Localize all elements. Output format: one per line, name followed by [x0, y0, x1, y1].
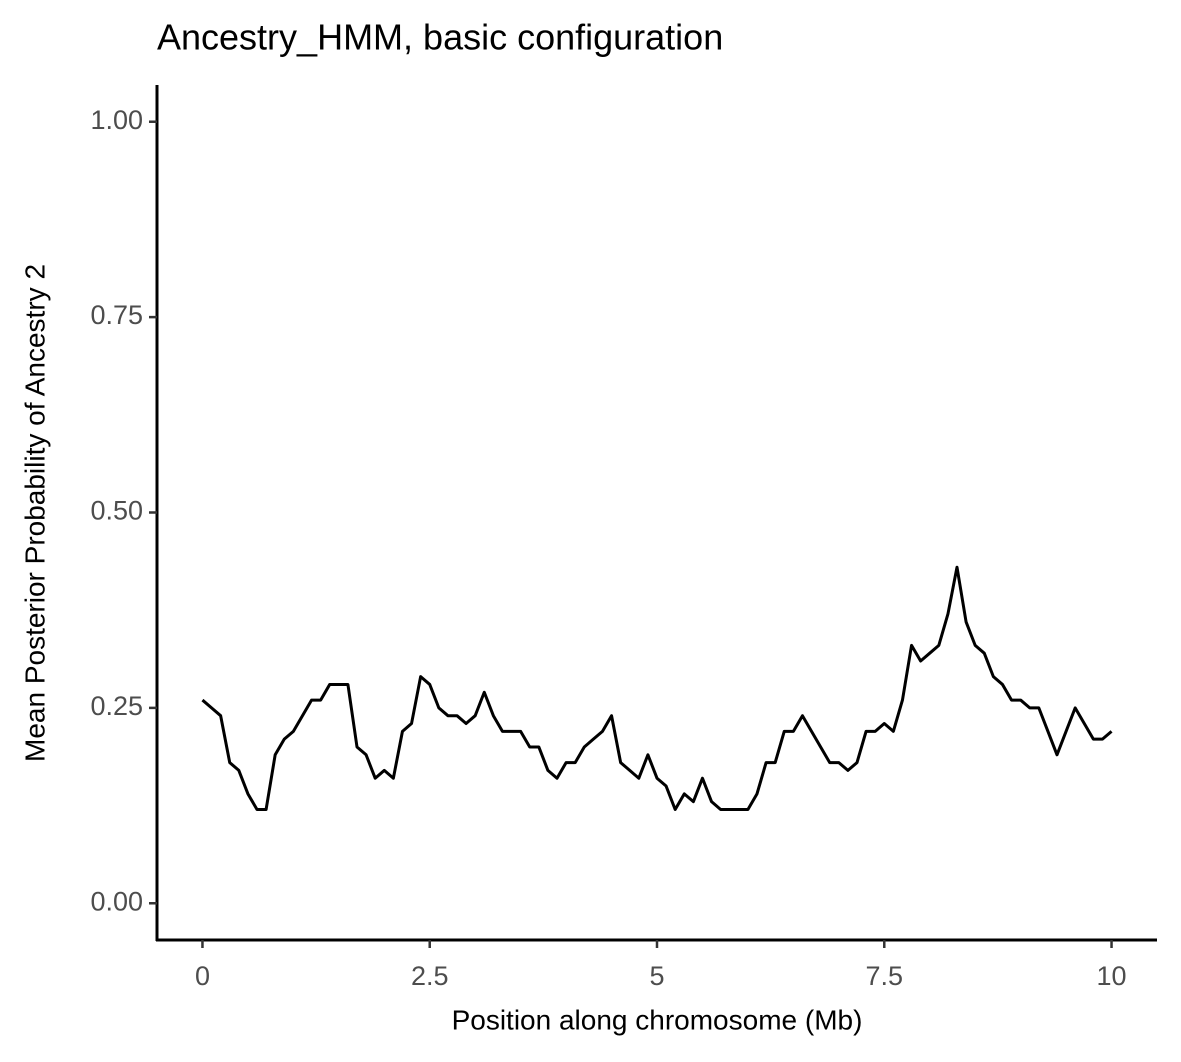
y-tick-label: 0.25	[90, 691, 143, 721]
x-axis-title: Position along chromosome (Mb)	[452, 1004, 863, 1035]
y-tick-label: 0.00	[90, 886, 143, 916]
x-tick-label: 10	[1097, 961, 1127, 991]
chart-title: Ancestry_HMM, basic configuration	[157, 17, 723, 58]
y-axis-title: Mean Posterior Probability of Ancestry 2	[19, 264, 50, 762]
data-line	[201, 565, 1113, 811]
x-tick-label: 7.5	[865, 961, 903, 991]
y-tick-label: 0.50	[90, 496, 143, 526]
x-tick-label: 0	[195, 961, 210, 991]
y-tick-label: 1.00	[90, 105, 143, 135]
x-tick-label: 5	[649, 961, 664, 991]
y-tick-label: 0.75	[90, 300, 143, 330]
x-tick-label: 2.5	[411, 961, 449, 991]
